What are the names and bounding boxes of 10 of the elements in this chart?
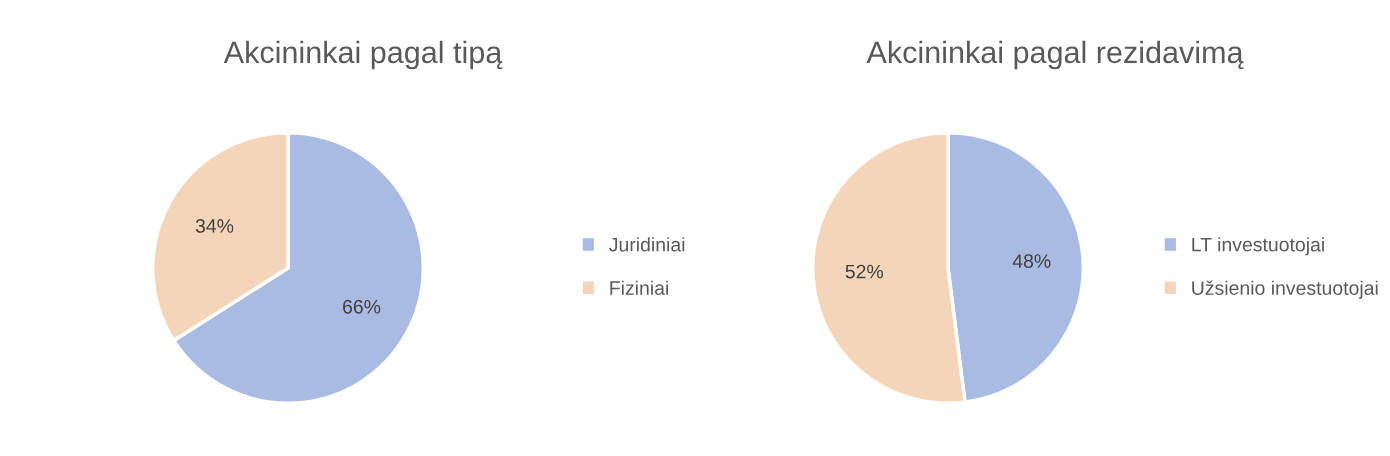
data-label: 34% [195, 219, 234, 233]
legend-label: Fiziniai [610, 280, 668, 295]
chart-title: Akcininkai pagal tipą [223, 40, 503, 70]
legend-label: LT investuotojai [1192, 237, 1324, 256]
legend-label: Juridiniai [609, 237, 685, 252]
legend-label: Užsienio investuotojai [1192, 280, 1378, 299]
data-label: 66% [343, 299, 381, 314]
data-label: 48% [1012, 254, 1051, 268]
chart-title: Akcininkai pagal rezidavimą [866, 40, 1244, 70]
data-label: 52% [845, 264, 884, 279]
